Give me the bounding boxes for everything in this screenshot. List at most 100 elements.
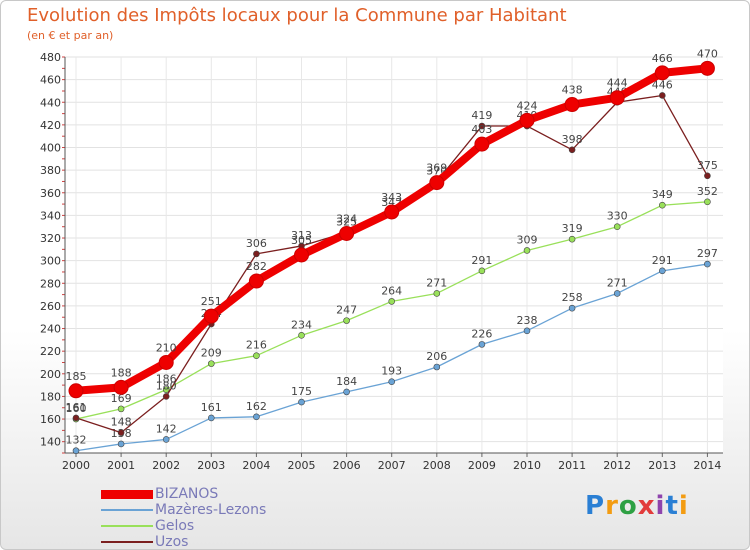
data-point-bizanos [474,136,490,152]
data-point-mazeres-lezons [613,290,621,297]
x-tick-label: 2013 [648,459,676,472]
data-label-gelos: 186 [156,373,177,386]
data-point-bizanos [339,226,355,242]
x-tick-label: 2010 [513,459,541,472]
x-tick-label: 2002 [152,459,180,472]
data-point-gelos [208,360,215,367]
data-label-mazeres-lezons: 258 [562,291,583,304]
data-label-uzos: 446 [652,78,673,91]
data-point-mazeres-lezons [253,413,260,421]
legend-label-mazeres-lezons: Mazères-Lezons [155,502,267,518]
data-label-gelos: 319 [562,222,583,235]
data-label-gelos: 330 [607,210,628,223]
data-point-bizanos [294,247,309,263]
data-label-bizanos: 210 [156,341,177,354]
data-point-bizanos [158,354,174,370]
data-point-bizanos [68,383,84,399]
data-label-gelos: 234 [291,318,312,331]
data-point-uzos [72,414,80,422]
x-tick-label: 2011 [558,459,586,472]
data-label-mazeres-lezons: 161 [201,401,222,414]
data-label-bizanos: 343 [381,191,402,204]
data-label-uzos: 398 [562,133,583,146]
data-label-mazeres-lezons: 297 [697,247,718,260]
x-tick-label: 2005 [288,459,316,472]
data-label-gelos: 216 [246,339,267,352]
y-tick-label: 320 [40,232,61,245]
data-point-uzos [253,250,260,258]
data-label-gelos: 247 [336,304,357,317]
y-tick-label: 480 [40,51,61,64]
data-point-gelos [613,223,621,231]
y-tick-label: 440 [40,96,61,109]
y-tick-label: 220 [40,345,61,358]
data-point-mazeres-lezons [704,260,711,268]
data-label-bizanos: 466 [652,52,673,65]
data-label-uzos: 161 [66,401,87,414]
y-tick-label: 140 [40,436,61,449]
data-point-gelos [162,386,170,393]
data-label-bizanos: 424 [517,99,538,112]
data-point-uzos [568,146,576,154]
data-point-mazeres-lezons [162,436,170,443]
data-point-gelos [658,201,666,209]
data-point-mazeres-lezons [72,447,80,455]
data-point-mazeres-lezons [208,414,215,422]
legend-label-bizanos: BIZANOS [155,486,219,502]
data-label-bizanos: 188 [111,366,132,379]
data-point-bizanos [564,97,580,113]
data-point-bizanos [384,204,400,220]
data-label-uzos: 180 [156,379,177,392]
data-label-bizanos: 282 [246,260,267,273]
data-label-gelos: 352 [697,185,718,198]
data-point-gelos [704,198,711,206]
data-label-uzos: 325 [336,215,357,228]
chart-subtitle: (en € et par an) [27,29,114,42]
x-tick-label: 2009 [468,459,496,472]
data-label-mazeres-lezons: 142 [156,422,177,435]
y-tick-label: 380 [40,164,61,177]
data-point-gelos [343,317,350,324]
data-label-gelos: 271 [426,276,447,289]
data-label-gelos: 169 [111,392,132,405]
data-point-gelos [568,235,576,243]
data-label-bizanos: 438 [562,84,583,97]
data-point-gelos [478,267,486,275]
data-label-gelos: 264 [381,284,402,297]
data-point-bizanos [609,90,625,106]
data-point-mazeres-lezons [658,267,666,275]
data-point-uzos [658,92,666,99]
data-label-mazeres-lezons: 175 [291,385,312,398]
data-point-bizanos [654,65,670,81]
data-point-bizanos [203,308,219,324]
data-point-bizanos [113,379,129,395]
chart-title: Evolution des Impôts locaux pour la Comm… [27,5,567,26]
y-tick-label: 300 [40,255,61,268]
legend-label-gelos: Gelos [155,518,195,534]
data-point-mazeres-lezons [568,304,576,312]
data-label-gelos: 291 [471,254,492,267]
y-tick-label: 340 [40,209,61,222]
data-label-mazeres-lezons: 206 [426,350,447,363]
legend-swatch-uzos [101,541,153,543]
data-label-bizanos: 470 [697,47,718,60]
data-label-uzos: 375 [697,159,718,172]
y-tick-label: 260 [40,300,61,313]
x-tick-label: 2012 [603,459,631,472]
x-tick-label: 2007 [378,459,406,472]
data-point-uzos [117,429,125,436]
data-point-gelos [523,247,531,254]
data-label-mazeres-lezons: 193 [381,365,402,378]
x-tick-label: 2001 [107,459,135,472]
x-tick-label: 2008 [423,459,451,472]
data-point-gelos [433,290,441,297]
data-point-gelos [253,352,260,359]
y-tick-label: 400 [40,142,61,155]
x-tick-label: 2000 [62,459,90,472]
data-point-uzos [478,122,486,130]
data-point-mazeres-lezons [523,327,531,335]
y-tick-label: 200 [40,368,61,381]
data-point-mazeres-lezons [478,341,486,348]
data-label-bizanos: 324 [336,213,357,226]
